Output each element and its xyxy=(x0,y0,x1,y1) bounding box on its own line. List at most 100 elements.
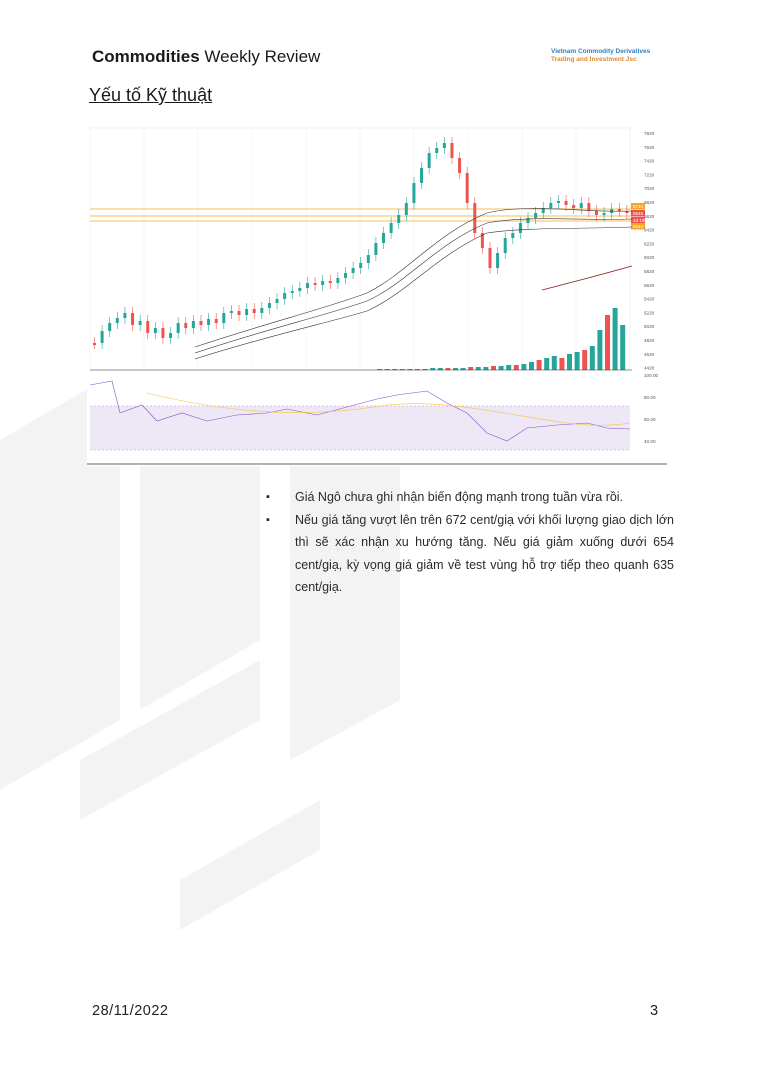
section-title: Yếu tố Kỹ thuật xyxy=(89,85,213,105)
candle-body xyxy=(518,223,522,233)
page-number: 3 xyxy=(650,1003,659,1019)
candle-body xyxy=(602,213,606,215)
candle-body xyxy=(473,203,477,233)
volume-bar xyxy=(567,354,572,370)
price-tick-label: 6220 xyxy=(644,241,655,246)
candle-body xyxy=(594,211,598,215)
price-tick-label: 7620 xyxy=(644,145,655,150)
candle-body xyxy=(298,288,302,291)
footer-date: 28/11/2022 xyxy=(92,1003,169,1019)
candle-body xyxy=(412,183,416,203)
volume-bar xyxy=(605,315,610,370)
volume-bar xyxy=(392,369,398,370)
bullet-item: Giá Ngô chưa ghi nhận biến động mạnh tro… xyxy=(266,486,674,509)
rsi-tick-label: 40.00 xyxy=(644,439,656,444)
candle-body xyxy=(397,215,401,223)
moving-average-line xyxy=(194,226,633,360)
price-tag-label: 4d 19h xyxy=(633,218,647,223)
report-title-rest: Weekly Review xyxy=(204,47,321,66)
candle-body xyxy=(214,319,218,323)
candle-body xyxy=(108,323,112,331)
volume-bar xyxy=(559,358,565,370)
price-tag xyxy=(631,203,645,210)
candle-body xyxy=(161,328,165,338)
report-title: Commodities Weekly Review xyxy=(92,47,320,67)
candle-body xyxy=(465,173,469,203)
volume-bar xyxy=(612,308,618,370)
candle-body xyxy=(199,321,203,325)
candle-body xyxy=(290,291,294,293)
candle-body xyxy=(283,293,287,299)
candle-body xyxy=(343,273,347,278)
volume-bar xyxy=(460,368,466,370)
rsi-band xyxy=(90,406,630,450)
candle-body xyxy=(191,321,195,328)
price-tick-label: 5020 xyxy=(644,324,655,329)
price-tag-label: 6710 xyxy=(633,204,644,209)
volume-bar xyxy=(529,362,534,370)
candle-body xyxy=(435,148,439,153)
volume-bar xyxy=(445,368,451,370)
candle-body xyxy=(389,223,393,233)
candle-body xyxy=(556,201,560,203)
candle-body xyxy=(442,143,446,148)
candle-body xyxy=(450,143,454,158)
candle-body xyxy=(496,253,500,268)
price-tick-label: 7220 xyxy=(644,172,655,177)
price-tick-label: 6820 xyxy=(644,200,655,205)
candle-body xyxy=(458,158,462,173)
moving-average-line xyxy=(194,218,633,354)
company-line1: Vietnam Commodity Derivatives xyxy=(551,48,651,55)
price-tag-label: 6646 xyxy=(633,211,644,216)
candle-body xyxy=(222,313,226,323)
moving-average-line xyxy=(194,208,633,348)
candle-body xyxy=(313,283,317,285)
candle-body xyxy=(382,233,386,243)
price-tag xyxy=(631,210,645,217)
chart-canvas: 7820 7620 7420 7220 7020 6820 6620 6420 6220 6020… xyxy=(87,127,667,465)
candle-body xyxy=(480,233,484,248)
candle-body xyxy=(176,323,180,333)
price-tag-label: 6540 xyxy=(633,224,644,229)
candle-body xyxy=(427,153,431,168)
price-tick-label: 4620 xyxy=(644,352,655,357)
candle-body xyxy=(579,203,583,208)
volume-bar xyxy=(620,325,626,370)
price-tag xyxy=(631,217,645,224)
volume-bar xyxy=(399,369,405,370)
volume-bar xyxy=(430,368,436,370)
volume-bar xyxy=(513,365,519,370)
long-moving-average-line xyxy=(541,265,633,291)
price-tick-label: 6420 xyxy=(644,228,655,233)
company-line2: Trading and Investment Jsc xyxy=(551,55,637,63)
volume-bar xyxy=(407,369,413,370)
candle-body xyxy=(267,303,271,308)
rsi-tick-label: 60.00 xyxy=(644,417,656,422)
volume-bar xyxy=(384,369,390,370)
candle-body xyxy=(617,209,621,211)
candle-body xyxy=(366,255,370,263)
candle-body xyxy=(184,323,188,328)
volume-bar xyxy=(483,367,489,370)
candle-body xyxy=(404,203,408,215)
candle-body xyxy=(625,211,629,213)
candle-body xyxy=(336,278,340,283)
volume-bar xyxy=(453,368,458,370)
candle-body xyxy=(526,218,530,223)
candle-body xyxy=(138,321,142,325)
price-tick-label: 7020 xyxy=(644,186,655,191)
candle-body xyxy=(351,268,355,273)
volume-bar xyxy=(437,368,443,370)
volume-bar xyxy=(544,358,550,370)
volume-bar xyxy=(574,352,580,370)
price-tag xyxy=(631,223,645,230)
rsi-signal-line xyxy=(146,392,631,426)
volume-bar xyxy=(415,369,420,370)
candle-body xyxy=(146,321,150,333)
candle-body xyxy=(587,203,591,211)
price-tick-label: 7420 xyxy=(644,159,655,164)
volume-bar xyxy=(597,330,603,370)
volume-bar xyxy=(551,356,557,370)
candle-body xyxy=(503,238,507,253)
candle-body xyxy=(275,299,279,303)
